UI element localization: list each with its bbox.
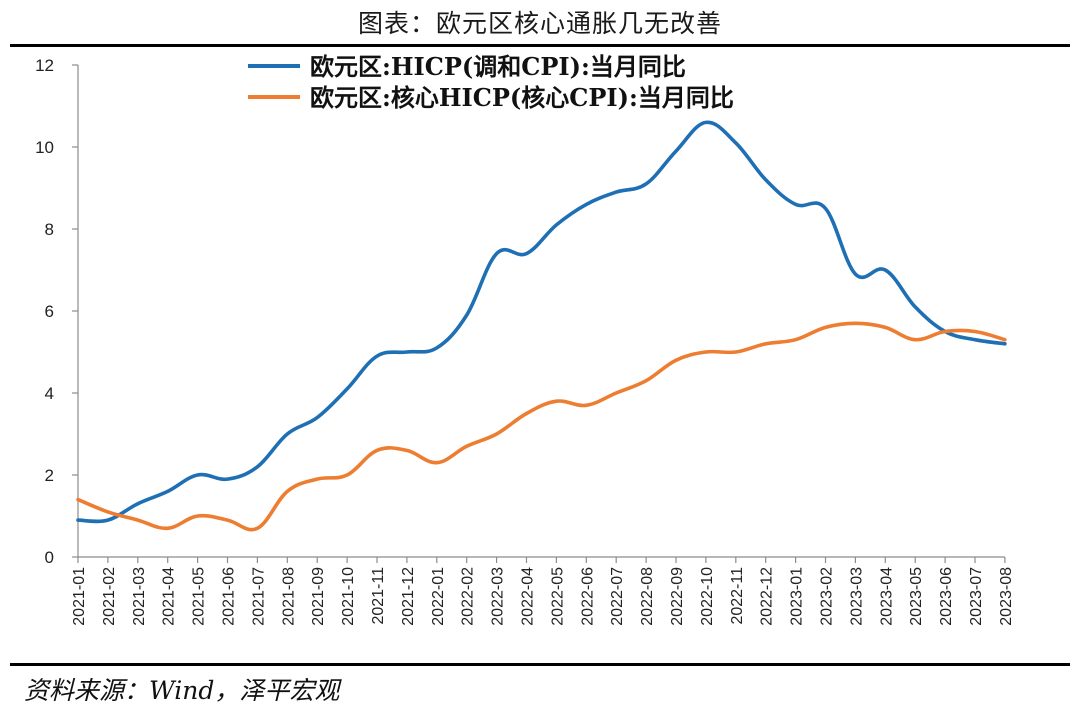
y-tick-label: 12 xyxy=(35,56,54,75)
y-tick-label: 2 xyxy=(45,466,54,485)
x-tick-label: 2022-09 xyxy=(669,567,686,626)
y-tick-label: 10 xyxy=(35,138,54,157)
x-axis-ticks: 2021-01 2021-02 2021-03 2021-04 2021-05 2021-… xyxy=(71,557,1015,626)
x-tick-label: 2022-12 xyxy=(759,567,776,626)
x-tick-label: 2021-08 xyxy=(280,567,297,626)
x-tick-label: 2021-07 xyxy=(250,567,267,626)
chart-title: 图表：欧元区核心通胀几无改善 xyxy=(357,9,722,38)
x-tick-label: 2022-03 xyxy=(490,567,507,626)
footer-rule xyxy=(10,663,1070,666)
x-tick-label: 2022-07 xyxy=(609,567,626,626)
x-tick-label: 2022-06 xyxy=(579,567,596,626)
title-rule xyxy=(10,44,1070,47)
x-tick-label: 2023-03 xyxy=(848,567,865,626)
x-tick-label: 2021-05 xyxy=(191,567,208,626)
legend: 欧元区:HICP(调和CPI):当月同比欧元区:核心HICP(核心CPI):当月… xyxy=(248,52,734,112)
legend-label: 欧元区:核心HICP(核心CPI):当月同比 xyxy=(310,83,734,112)
x-tick-label: 2023-01 xyxy=(789,567,806,626)
x-tick-label: 2023-08 xyxy=(998,567,1015,626)
legend-label: 欧元区:HICP(调和CPI):当月同比 xyxy=(310,52,686,81)
x-tick-label: 2022-11 xyxy=(729,567,746,625)
x-tick-label: 2022-01 xyxy=(430,567,447,626)
x-tick-label: 2023-04 xyxy=(878,567,895,626)
chart-axes xyxy=(77,65,1005,558)
series-lines xyxy=(76,120,1007,532)
x-tick-label: 2021-10 xyxy=(340,567,357,626)
x-tick-label: 2021-03 xyxy=(131,567,148,626)
x-tick-label: 2021-02 xyxy=(101,567,118,626)
x-tick-label: 2021-09 xyxy=(310,567,327,626)
x-tick-label: 2023-05 xyxy=(908,567,925,626)
x-tick-label: 2021-12 xyxy=(400,567,417,626)
y-axis-ticks: 0 2 4 6 8 10 12 xyxy=(35,56,78,567)
x-tick-label: 2023-06 xyxy=(938,567,955,626)
hicp-series-line xyxy=(76,120,1007,524)
y-tick-label: 4 xyxy=(45,384,54,403)
x-tick-label: 2022-02 xyxy=(460,567,477,626)
x-tick-label: 2021-11 xyxy=(370,567,387,625)
x-tick-label: 2021-01 xyxy=(71,567,88,626)
y-tick-label: 0 xyxy=(45,548,54,567)
x-tick-label: 2021-06 xyxy=(221,567,238,626)
source-note: 资料来源：Wind，泽平宏观 xyxy=(24,676,340,705)
x-tick-label: 2023-07 xyxy=(968,567,985,626)
x-tick-label: 2022-08 xyxy=(639,567,656,626)
x-tick-label: 2021-04 xyxy=(161,567,178,626)
x-tick-label: 2022-04 xyxy=(520,567,537,626)
core-hicp-series-line xyxy=(76,321,1007,532)
x-tick-label: 2023-02 xyxy=(819,567,836,626)
y-tick-label: 8 xyxy=(45,220,54,239)
y-tick-label: 6 xyxy=(45,302,54,321)
x-tick-label: 2022-10 xyxy=(699,567,716,626)
x-tick-label: 2022-05 xyxy=(549,567,566,626)
